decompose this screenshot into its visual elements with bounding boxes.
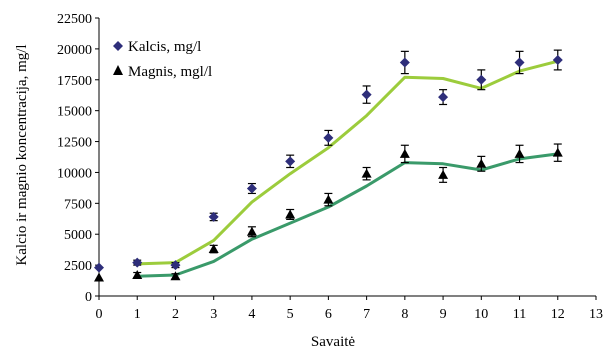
x-tick-label: 9 — [440, 307, 447, 322]
marker-magnis — [476, 158, 487, 168]
y-tick-label: 22500 — [57, 12, 92, 27]
x-tick-label: 10 — [474, 307, 488, 322]
legend-label-magnis: Magnis, mgl/l — [128, 64, 212, 80]
x-tick-label: 5 — [287, 307, 294, 322]
x-tick-label: 12 — [551, 307, 565, 322]
marker-kalcis — [323, 132, 334, 143]
markers — [94, 55, 563, 282]
x-tick-label: 3 — [210, 307, 217, 322]
marker-magnis — [285, 209, 296, 219]
x-tick-label: 13 — [589, 307, 603, 322]
x-tick-label: 11 — [513, 307, 526, 322]
y-tick-label: 17500 — [57, 74, 92, 89]
x-tick-label: 8 — [401, 307, 408, 322]
x-tick-label: 7 — [363, 307, 370, 322]
x-axis-title: Savaitė — [311, 334, 355, 350]
marker-magnis — [246, 226, 257, 236]
y-tick-label: 15000 — [57, 105, 92, 120]
marker-kalcis — [438, 92, 449, 103]
marker-magnis — [208, 244, 219, 254]
marker-kalcis — [552, 55, 563, 66]
x-tick-label: 4 — [248, 307, 255, 322]
marker-kalcis — [399, 57, 410, 68]
axes — [95, 17, 597, 300]
marker-magnis — [94, 272, 104, 282]
marker-magnis — [170, 271, 181, 281]
x-tick-label: 1 — [134, 307, 141, 322]
marker-magnis — [361, 168, 372, 178]
trend-lines — [137, 59, 559, 278]
marker-magnis — [552, 147, 563, 157]
tick-labels: 0250050007500100001250015000175002000022… — [57, 12, 603, 322]
marker-kalcis — [514, 57, 525, 68]
marker-kalcis — [246, 183, 257, 194]
trend-line-magnis — [137, 152, 558, 278]
y-tick-label: 0 — [85, 290, 92, 305]
marker-kalcis — [361, 89, 372, 100]
marker-kalcis — [132, 257, 143, 268]
y-tick-label: 10000 — [57, 166, 92, 181]
marker-magnis — [132, 269, 143, 279]
x-tick-label: 2 — [172, 307, 179, 322]
legend: Kalcis, mg/l Magnis, mgl/l — [112, 32, 260, 88]
y-tick-label: 12500 — [57, 136, 92, 151]
x-tick-label: 6 — [325, 307, 332, 322]
y-tick-label: 20000 — [57, 43, 92, 58]
y-axis-title: Kalcio ir magnio koncentracija, mg/l — [14, 44, 30, 265]
y-tick-label: 7500 — [64, 197, 92, 212]
trend-line-kalcis — [137, 59, 559, 266]
marker-kalcis — [285, 156, 296, 167]
marker-kalcis — [476, 74, 487, 85]
legend-marker-magnis — [113, 65, 123, 75]
marker-magnis — [438, 169, 449, 179]
y-tick-label: 5000 — [64, 228, 92, 243]
legend-label-kalcis: Kalcis, mg/l — [128, 39, 201, 55]
marker-magnis — [323, 194, 334, 204]
marker-kalcis — [170, 260, 181, 271]
legend-marker-kalcis — [113, 41, 123, 51]
legend-box — [112, 32, 260, 88]
x-tick-label: 0 — [96, 307, 103, 322]
marker-magnis — [514, 148, 525, 158]
marker-kalcis — [208, 211, 219, 222]
y-tick-label: 2500 — [64, 259, 92, 274]
marker-magnis — [399, 148, 410, 158]
marker-kalcis — [94, 262, 104, 273]
